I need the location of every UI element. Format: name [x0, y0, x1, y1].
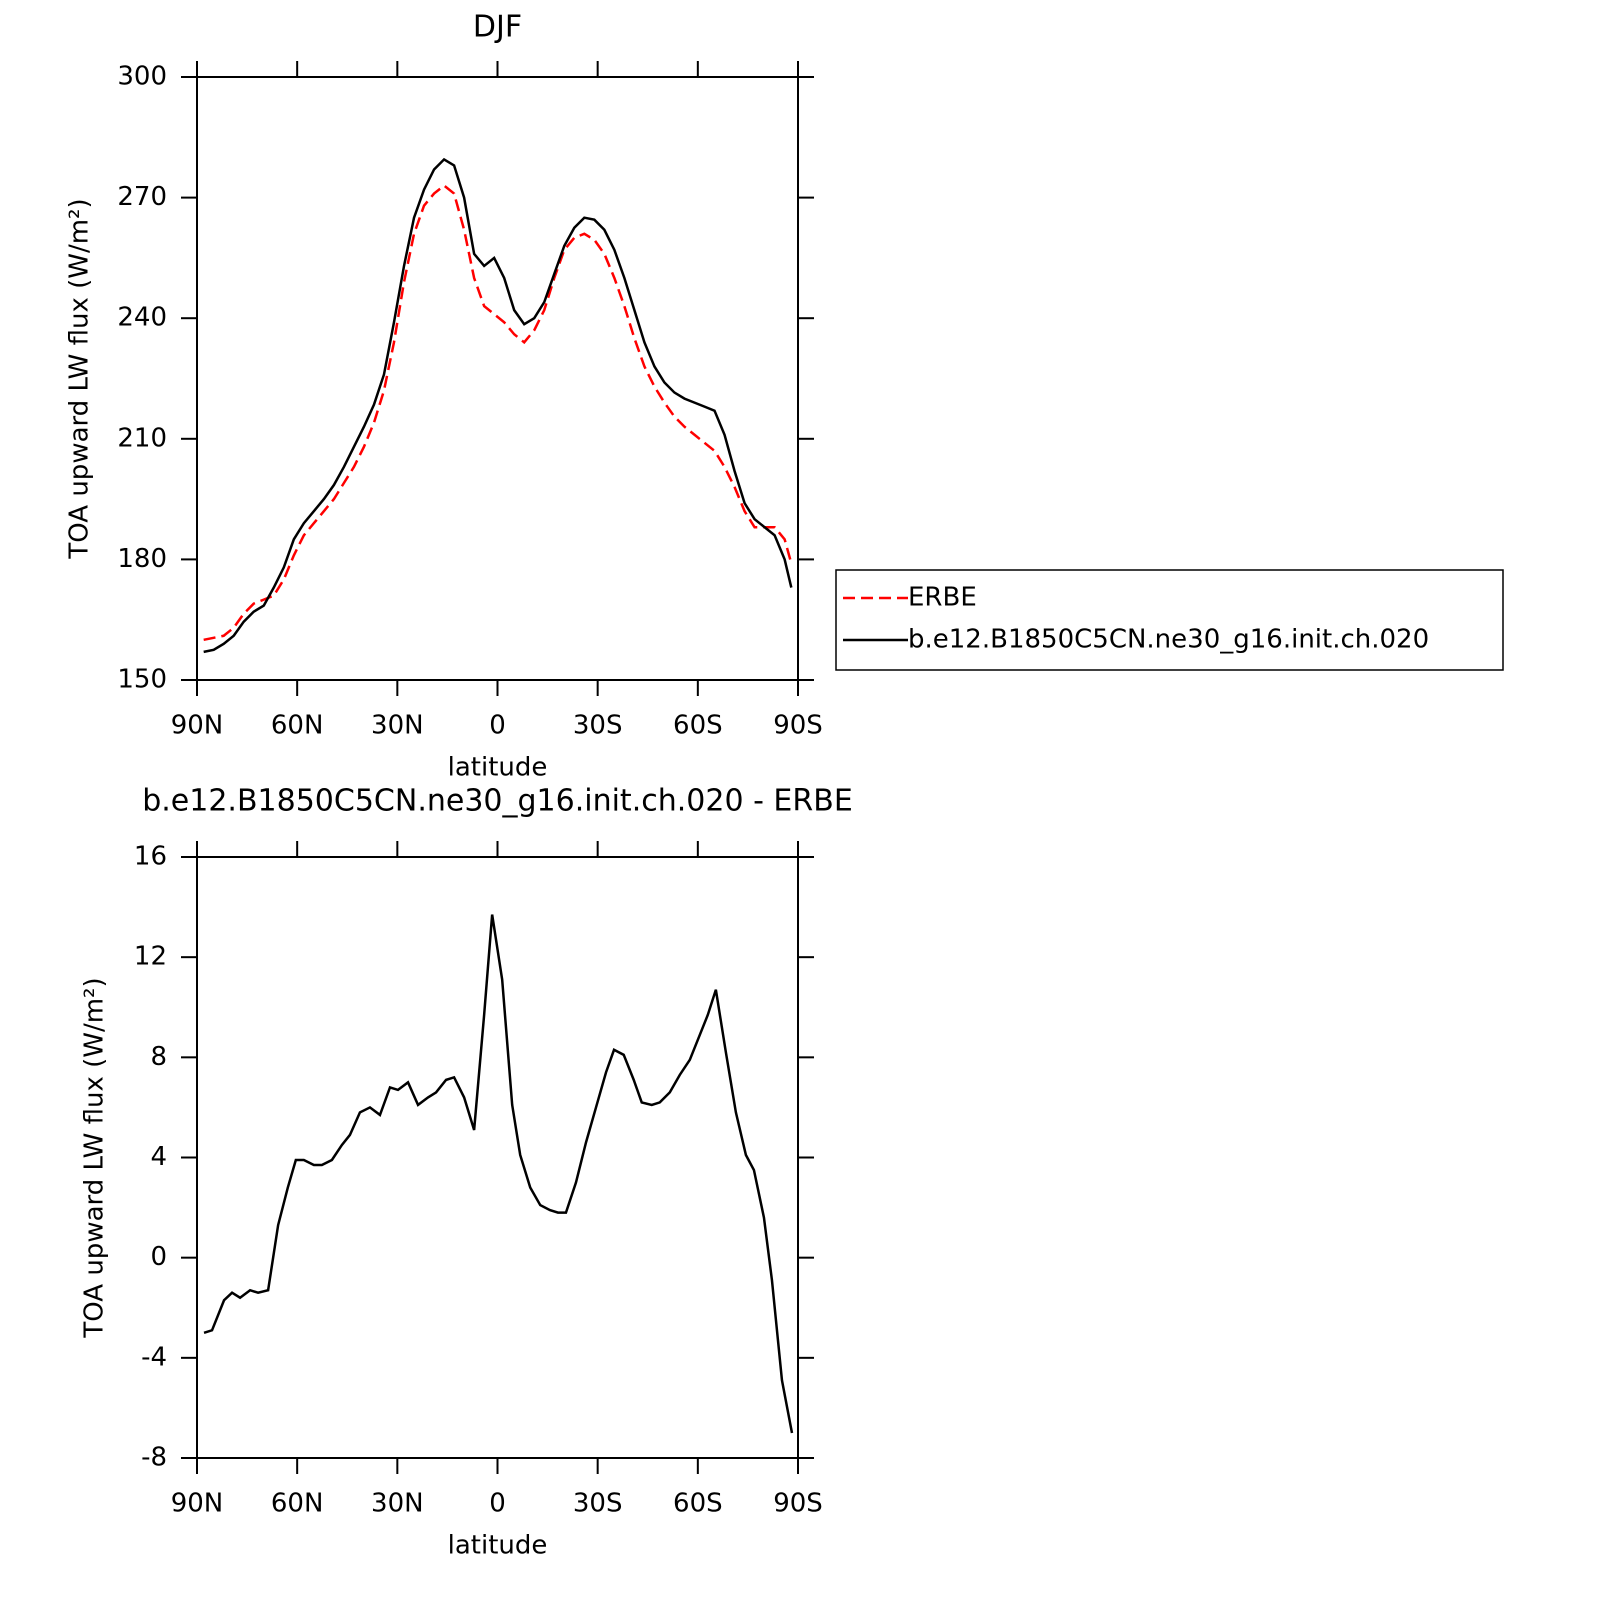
y-tick-label: 180 — [117, 544, 167, 574]
y-tick-label: 8 — [150, 1042, 167, 1072]
y-tick-label: 0 — [150, 1242, 167, 1272]
x-axis-label: latitude — [448, 753, 548, 783]
x-tick-label: 90N — [171, 711, 224, 741]
y-tick-label: 150 — [117, 665, 167, 695]
y-tick-label: 16 — [134, 842, 167, 872]
data-line — [203, 157, 793, 654]
y-axis-label: TOA upward LW flux (W/m²) — [65, 198, 95, 559]
x-tick-label: 60S — [673, 711, 723, 741]
y-tick-label: 240 — [117, 303, 167, 333]
y-tick-label: 4 — [150, 1142, 167, 1172]
x-axis-label: latitude — [448, 1531, 548, 1561]
y-axis-label: TOA upward LW flux (W/m²) — [80, 977, 110, 1338]
x-tick-label: 60N — [271, 1489, 324, 1519]
y-tick-label: 300 — [117, 62, 167, 92]
x-tick-label: 90S — [773, 1489, 823, 1519]
chart-title: DJF — [473, 10, 522, 45]
y-tick-label: -4 — [141, 1342, 167, 1372]
y-tick-label: 270 — [117, 182, 167, 212]
x-tick-label: 0 — [489, 711, 506, 741]
x-tick-label: 60N — [271, 711, 324, 741]
data-line — [203, 183, 793, 642]
legend-label: ERBE — [908, 583, 977, 613]
x-tick-label: 30S — [573, 1489, 623, 1519]
data-line — [203, 914, 794, 1434]
x-tick-label: 30N — [371, 1489, 424, 1519]
y-tick-label: 12 — [134, 942, 167, 972]
x-tick-label: 30N — [371, 711, 424, 741]
y-tick-label: 210 — [117, 423, 167, 453]
legend-box — [835, 569, 1504, 671]
legend-label: b.e12.B1850C5CN.ne30_g16.init.ch.020 — [908, 625, 1429, 655]
y-tick-label: -8 — [141, 1443, 167, 1473]
x-tick-label: 0 — [489, 1489, 506, 1519]
x-tick-label: 90N — [171, 1489, 224, 1519]
plot-frame — [196, 856, 799, 1459]
plot-frame — [196, 76, 799, 681]
x-tick-label: 30S — [573, 711, 623, 741]
x-tick-label: 60S — [673, 1489, 723, 1519]
chart-title: b.e12.B1850C5CN.ne30_g16.init.ch.020 - E… — [142, 784, 853, 819]
x-tick-label: 90S — [773, 711, 823, 741]
